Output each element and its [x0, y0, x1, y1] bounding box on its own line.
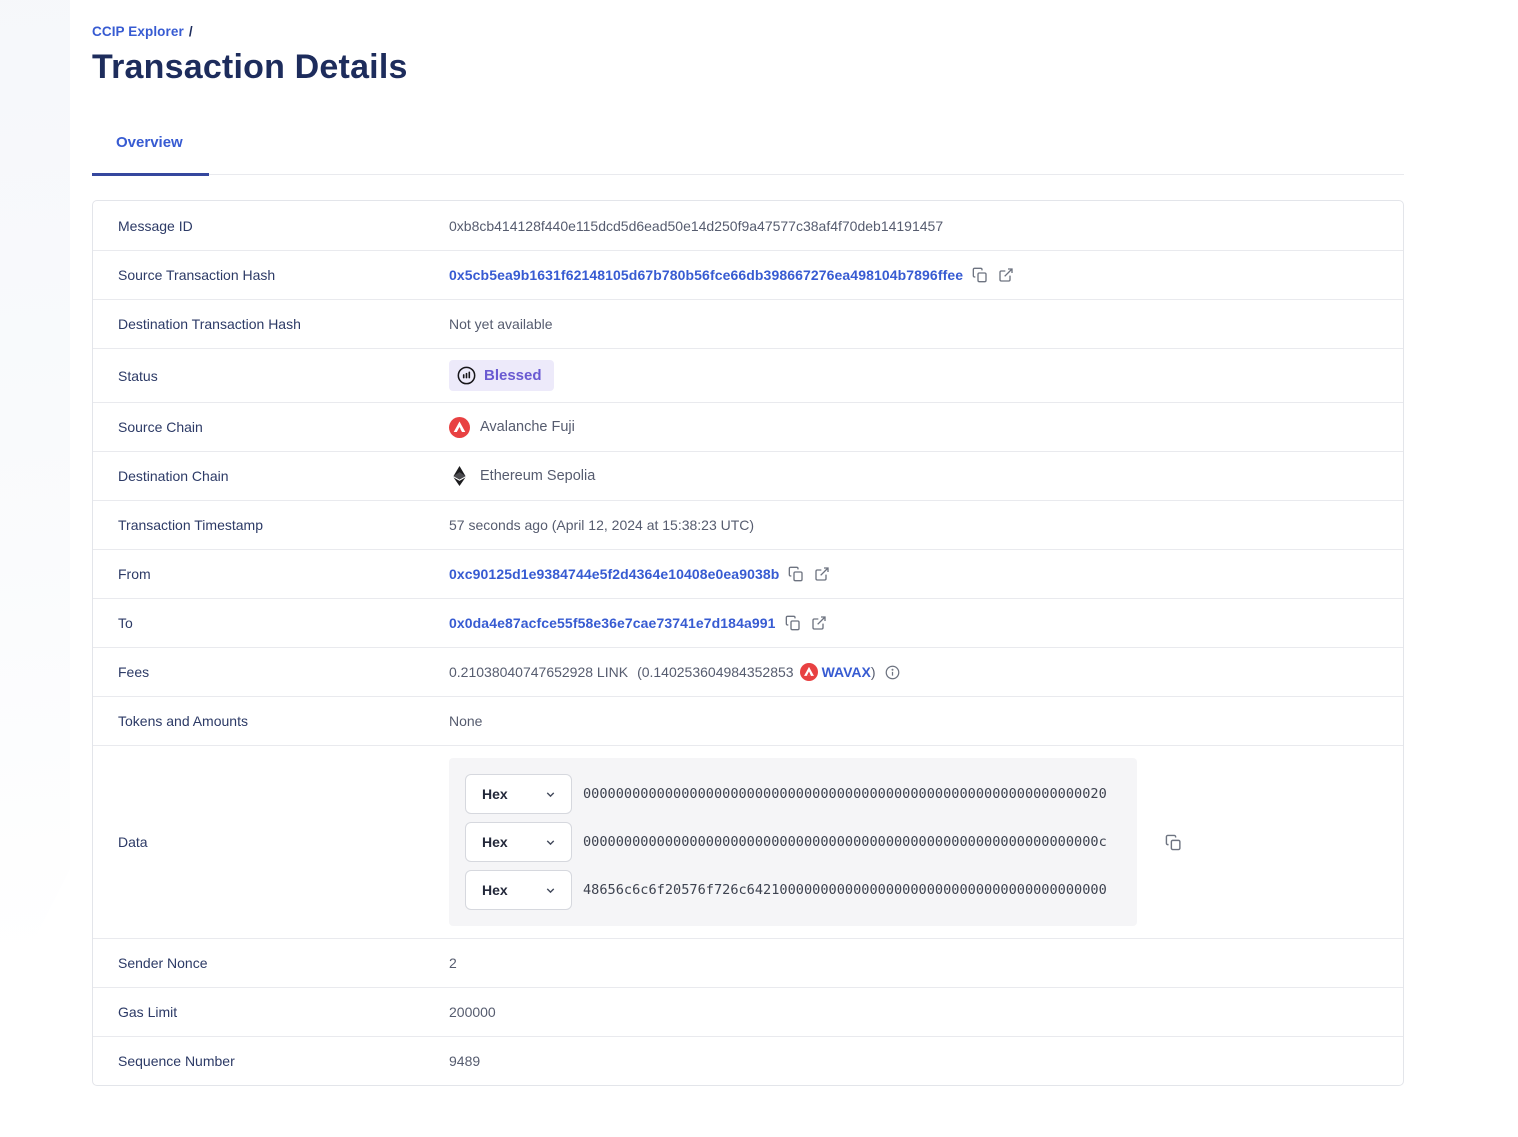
fees-value: 0.21038040747652928 LINK (0.140253604984… [449, 663, 900, 681]
table-row-dest-tx-hash: Destination Transaction Hash Not yet ava… [93, 299, 1403, 348]
page-title: Transaction Details [92, 48, 408, 86]
table-row-dest-chain: Destination Chain Ethereum Sepolia [93, 451, 1403, 500]
row-label: Sender Nonce [118, 955, 208, 971]
transaction-details-page: CCIP Explorer / Transaction Details Overv… [92, 24, 1404, 1086]
table-row-message-id: Message ID 0xb8cb414128f440e115dcd5d6ead… [93, 201, 1403, 250]
external-link-icon[interactable] [813, 565, 831, 583]
row-label: Tokens and Amounts [118, 713, 248, 729]
table-row-from: From 0xc90125d1e9384744e5f2d4364e10408e0… [93, 549, 1403, 598]
data-line: Hex 000000000000000000000000000000000000… [465, 822, 1121, 862]
table-row-source-tx-hash: Source Transaction Hash 0x5cb5ea9b1631f6… [93, 250, 1403, 299]
row-label: Sequence Number [118, 1053, 235, 1069]
data-format-select[interactable]: Hex [465, 774, 572, 814]
table-row-fees: Fees 0.21038040747652928 LINK (0.1402536… [93, 647, 1403, 696]
dest-tx-hash-value: Not yet available [449, 316, 553, 332]
row-label: Message ID [118, 217, 193, 234]
chevron-down-icon [544, 788, 557, 801]
status-badge: Blessed [449, 360, 554, 391]
table-row-status: Status Blessed [93, 348, 1403, 402]
dest-chain-name: Ethereum Sepolia [480, 468, 596, 484]
row-label: Transaction Timestamp [118, 517, 263, 533]
chevron-down-icon [544, 884, 557, 897]
data-hex-value: 0000000000000000000000000000000000000000… [583, 786, 1107, 802]
chevron-down-icon [544, 836, 557, 849]
row-label: Data [118, 834, 148, 850]
data-line: Hex 48656c6c6f20576f726c6421000000000000… [465, 870, 1121, 910]
to-address-link[interactable]: 0x0da4e87acfce55f58e36e7cae73741e7d184a9… [449, 615, 776, 631]
fees-link-amount: 0.21038040747652928 LINK [449, 664, 629, 680]
row-label: Gas Limit [118, 1004, 178, 1020]
row-label: Destination Transaction Hash [118, 316, 301, 332]
table-row-gas-limit: Gas Limit 200000 [93, 987, 1403, 1036]
row-label: Fees [118, 664, 150, 680]
table-row-data: Data Hex 0000000000000000000000000000000… [93, 745, 1403, 938]
table-row-to: To 0x0da4e87acfce55f58e36e7cae73741e7d18… [93, 598, 1403, 647]
table-row-source-chain: Source Chain Avalanche Fuji [93, 402, 1403, 451]
data-format-select-value: Hex [482, 786, 508, 802]
table-row-timestamp: Transaction Timestamp 57 seconds ago (Ap… [93, 500, 1403, 549]
data-format-select-value: Hex [482, 834, 508, 850]
table-row-sender-nonce: Sender Nonce 2 [93, 938, 1403, 987]
status-badge-label: Blessed [484, 367, 542, 384]
data-line: Hex 000000000000000000000000000000000000… [465, 774, 1121, 814]
timestamp-value: 57 seconds ago (April 12, 2024 at 15:38:… [449, 517, 755, 533]
data-format-select[interactable]: Hex [465, 822, 572, 862]
sender-nonce-value: 2 [449, 955, 457, 971]
gas-limit-value: 200000 [449, 1004, 496, 1020]
fees-paren-close: ) [870, 664, 876, 680]
breadcrumb-ccip-explorer-link[interactable]: CCIP Explorer [92, 24, 184, 39]
external-link-icon[interactable] [810, 614, 828, 632]
wavax-link[interactable]: WAVAX [821, 664, 871, 680]
from-address-link[interactable]: 0xc90125d1e9384744e5f2d4364e10408e0ea903… [449, 566, 780, 582]
data-hex-value: 0000000000000000000000000000000000000000… [583, 834, 1107, 850]
data-format-select[interactable]: Hex [465, 870, 572, 910]
sequence-number-value: 9489 [449, 1053, 481, 1069]
source-chain-value: Avalanche Fuji [449, 416, 575, 438]
row-label: To [118, 615, 133, 631]
row-label: From [118, 566, 151, 582]
row-label: Status [118, 367, 158, 384]
data-hex-container: Hex 000000000000000000000000000000000000… [449, 758, 1137, 926]
source-tx-hash-link[interactable]: 0x5cb5ea9b1631f62148105d67b780b56fce66db… [449, 267, 964, 283]
info-icon[interactable] [885, 665, 900, 680]
source-chain-name: Avalanche Fuji [480, 419, 575, 435]
copy-icon[interactable] [784, 614, 802, 632]
signal-bars-circle-icon [457, 366, 476, 385]
ethereum-logo-icon [449, 466, 470, 486]
breadcrumb: CCIP Explorer / [92, 24, 1404, 39]
breadcrumb-separator: / [188, 24, 193, 39]
data-hex-value: 48656c6c6f20576f726c64210000000000000000… [583, 882, 1107, 898]
fees-converted-amount: (0.140253604984352853 [637, 664, 794, 680]
external-link-icon[interactable] [997, 266, 1015, 284]
table-row-sequence-number: Sequence Number 9489 [93, 1036, 1403, 1085]
data-format-select-value: Hex [482, 882, 508, 898]
transaction-details-table: Message ID 0xb8cb414128f440e115dcd5d6ead… [92, 200, 1404, 1086]
copy-icon[interactable] [971, 266, 989, 284]
row-label: Source Transaction Hash [118, 267, 276, 283]
row-label: Source Chain [118, 419, 203, 435]
tokens-and-amounts-value: None [449, 713, 483, 729]
copy-icon[interactable] [787, 565, 805, 583]
copy-icon[interactable] [1164, 833, 1182, 851]
tab-bar: Overview [92, 134, 1404, 176]
table-row-tokens-and-amounts: Tokens and Amounts None [93, 696, 1403, 745]
dest-chain-value: Ethereum Sepolia [449, 466, 595, 486]
message-id-value: 0xb8cb414128f440e115dcd5d6ead50e14d250f9… [449, 217, 944, 234]
avalanche-logo-icon [799, 663, 818, 681]
row-label: Destination Chain [118, 468, 229, 484]
avalanche-logo-icon [449, 416, 470, 438]
tab-overview[interactable]: Overview [92, 134, 209, 176]
